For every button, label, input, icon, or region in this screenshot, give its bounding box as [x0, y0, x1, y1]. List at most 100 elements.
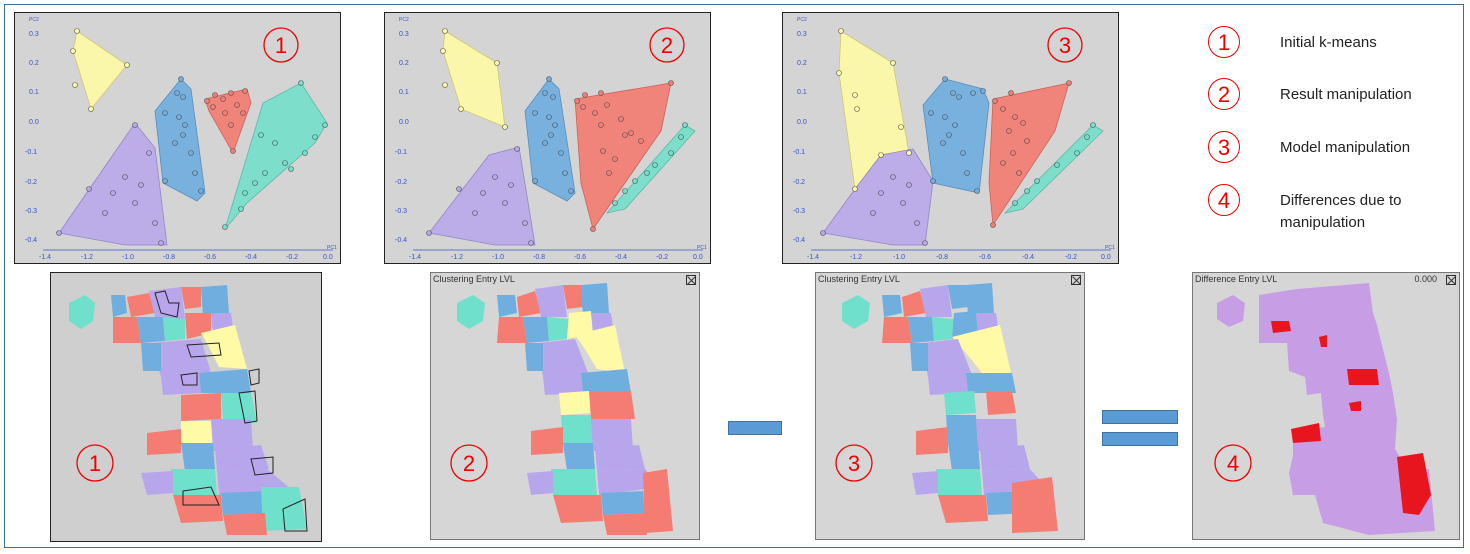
y-tick: -0.2	[25, 179, 37, 186]
legend-label: Initial k-means	[1280, 34, 1377, 51]
x-tick-labels: -1.4 -1.2 -1.0 -0.8 -0.6 -0.4 -0.2 0.0 P…	[39, 245, 337, 261]
teal-cluster-hull	[605, 124, 696, 214]
pca-scatter-2: 0.3 0.2 0.1 0.0 -0.1 -0.2 -0.3 -0.4 PC2 …	[395, 17, 707, 261]
y-axis-name: PC2	[399, 17, 409, 23]
purple-cluster-hull	[58, 122, 168, 246]
city-silhouette	[1217, 283, 1435, 535]
map-panel-3: Clustering Entry LVL	[815, 272, 1085, 540]
y-axis-name: PC2	[29, 17, 39, 23]
map-title: Difference Entry LVL	[1195, 274, 1278, 284]
legend-number: 1	[1208, 26, 1240, 58]
purple-cluster-hull	[822, 148, 934, 246]
purple-points	[820, 174, 928, 246]
legend-number: 2	[1208, 78, 1240, 110]
blue-cluster-hull	[922, 78, 990, 194]
yellow-cluster-hull	[72, 30, 128, 110]
chicago-cluster-map-2: 2	[450, 283, 673, 535]
x-tick: -0.6	[204, 254, 216, 261]
x-tick: -0.2	[286, 254, 298, 261]
x-tick: -1.2	[451, 254, 463, 261]
map-number: 1	[89, 451, 101, 476]
blue-points	[162, 76, 204, 194]
y-tick: 0.1	[797, 89, 807, 96]
scatter-panel-1: 0.3 0.2 0.1 0.0 -0.1 -0.2 -0.3 -0.4 PC2 …	[14, 12, 341, 264]
panel-number-badge: 2	[649, 27, 685, 63]
legend-number: 4	[1208, 184, 1240, 216]
y-tick-labels: 0.3 0.2 0.1 0.0 -0.1 -0.2 -0.3 -0.4 PC2	[395, 17, 409, 244]
y-tick-labels: 0.3 0.2 0.1 0.0 -0.1 -0.2 -0.3 -0.4 PC2	[793, 17, 807, 244]
x-tick: -1.0	[492, 254, 504, 261]
x-tick: -0.8	[533, 254, 545, 261]
purple-points	[426, 146, 534, 246]
x-tick: 0.0	[323, 254, 333, 261]
x-tick: -1.4	[39, 254, 51, 261]
red-cluster-hull	[988, 82, 1070, 227]
y-tick: -0.4	[395, 237, 407, 244]
pca-scatter-3: 0.3 0.2 0.1 0.0 -0.1 -0.2 -0.3 -0.4 PC2 …	[793, 17, 1115, 261]
map-regions	[69, 285, 307, 535]
map-panel-1: 1	[50, 272, 322, 542]
blue-points	[532, 76, 574, 194]
y-tick: 0.0	[399, 119, 409, 126]
x-tick: -1.0	[893, 254, 905, 261]
y-tick: 0.3	[29, 31, 39, 38]
y-tick: 0.3	[797, 31, 807, 38]
minus-operator	[728, 421, 782, 435]
x-tick: -0.2	[656, 254, 668, 261]
y-axis-name: PC2	[797, 17, 807, 23]
y-tick: 0.2	[797, 60, 807, 67]
legend-label: Differences due to manipulation	[1280, 192, 1402, 231]
map-title: Clustering Entry LVL	[818, 274, 900, 284]
scatter-panel-2: 0.3 0.2 0.1 0.0 -0.1 -0.2 -0.3 -0.4 PC2 …	[384, 12, 711, 264]
panel-number-badge: 3	[1047, 27, 1083, 63]
chicago-cluster-map-3: 3	[835, 283, 1058, 533]
legend-label: Model manipulation	[1280, 139, 1411, 156]
x-tick-labels: -1.4 -1.2 -1.0 -0.8 -0.6 -0.4 -0.2 0.0 P…	[409, 245, 707, 261]
y-tick: -0.4	[793, 237, 805, 244]
purple-points	[56, 122, 164, 246]
x-tick: 0.0	[1101, 254, 1111, 261]
x-axis-name: PC1	[1105, 245, 1115, 251]
difference-regions	[1271, 321, 1431, 515]
red-points	[204, 88, 248, 154]
map-panel-4: Difference Entry LVL 0.000 4	[1192, 272, 1460, 540]
panel-number: 2	[661, 33, 673, 58]
y-tick: 0.0	[29, 119, 39, 126]
panel-number: 3	[1059, 33, 1071, 58]
close-icon[interactable]	[1071, 275, 1081, 285]
x-tick: -0.8	[936, 254, 948, 261]
blue-points	[928, 76, 986, 194]
teal-points	[612, 122, 688, 206]
map-title: Clustering Entry LVL	[433, 274, 515, 284]
y-tick: -0.1	[793, 149, 805, 156]
y-tick: 0.1	[29, 89, 39, 96]
map-number: 4	[1227, 451, 1239, 476]
y-tick: -0.1	[25, 149, 37, 156]
close-icon[interactable]	[686, 275, 696, 285]
yellow-points	[836, 28, 912, 192]
map-panel-2: Clustering Entry LVL	[430, 272, 700, 540]
teal-points	[1012, 122, 1096, 206]
close-icon[interactable]	[1446, 275, 1456, 285]
teal-points	[222, 80, 328, 230]
y-tick: -0.2	[793, 179, 805, 186]
legend-number: 3	[1208, 131, 1240, 163]
map-number: 2	[463, 451, 475, 476]
x-tick: -0.4	[615, 254, 627, 261]
x-tick: -1.4	[807, 254, 819, 261]
y-tick: 0.0	[797, 119, 807, 126]
x-axis-name: PC1	[327, 245, 337, 251]
x-tick: -0.6	[979, 254, 991, 261]
x-tick: -0.2	[1065, 254, 1077, 261]
y-tick: 0.2	[29, 60, 39, 67]
map-regions	[457, 283, 673, 535]
map-regions	[842, 283, 1058, 533]
scatter-panel-3: 0.3 0.2 0.1 0.0 -0.1 -0.2 -0.3 -0.4 PC2 …	[782, 12, 1119, 264]
yellow-points	[440, 28, 508, 130]
teal-cluster-hull	[224, 82, 328, 230]
chicago-difference-map: 4	[1214, 283, 1435, 535]
panel-number: 1	[275, 33, 287, 58]
yellow-points	[70, 28, 130, 112]
y-tick: -0.3	[395, 208, 407, 215]
purple-cluster-hull	[428, 146, 536, 246]
